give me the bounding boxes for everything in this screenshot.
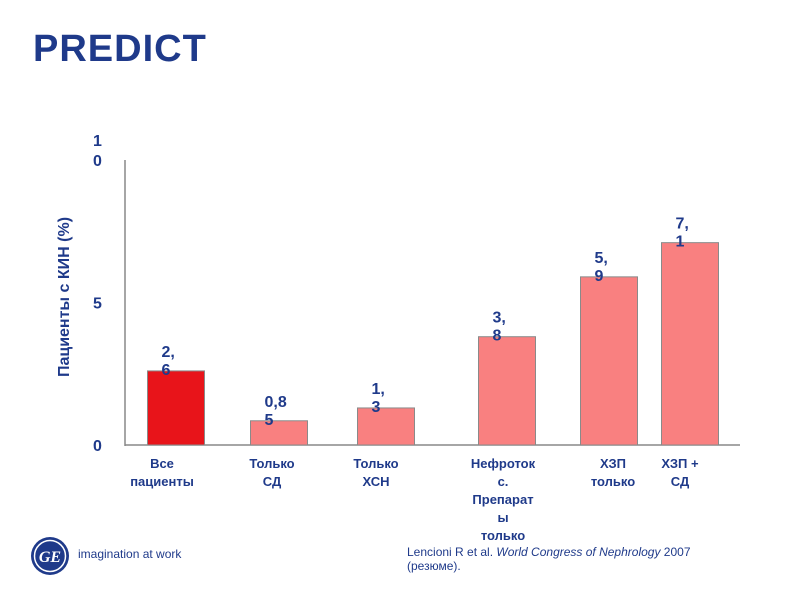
data-label: 5, 9 — [595, 250, 608, 285]
bar — [250, 420, 308, 446]
data-label: 2, 6 — [162, 344, 175, 379]
x-tick-label: ХЗП только — [591, 456, 635, 489]
slide-title: PREDICT — [33, 28, 207, 70]
citation-authors: Lencioni R et al. — [407, 545, 497, 559]
x-tick-label: Все пациенты — [130, 456, 194, 489]
data-label: 1, 3 — [372, 381, 385, 416]
citation-journal: World Congress of Nephrology — [496, 545, 661, 559]
ge-logo-icon: GE — [31, 537, 69, 575]
x-tick-label: Нефроток с. Препарат ы только — [471, 456, 536, 543]
bar — [147, 370, 205, 446]
y-tick-label: 5 — [93, 296, 102, 313]
bar — [580, 276, 638, 446]
data-label: 0,8 5 — [265, 394, 287, 429]
bar — [357, 407, 415, 446]
bar — [661, 242, 719, 446]
logo-text: GE — [39, 549, 61, 566]
y-axis-label: Пациенты с КИН (%) — [56, 217, 73, 377]
x-tick-label: Только ХСН — [353, 456, 398, 489]
x-tick-label: ХЗП + СД — [661, 456, 699, 489]
tagline: imagination at work — [78, 547, 182, 561]
y-tick-label: 0 — [93, 438, 102, 455]
data-label: 3, 8 — [493, 310, 506, 345]
bar — [478, 336, 536, 446]
x-tick-label: Только СД — [249, 456, 294, 489]
citation: Lencioni R et al. World Congress of Neph… — [407, 545, 747, 573]
citation-year: 2007 (резюме). — [407, 545, 691, 573]
data-label: 7, 1 — [676, 216, 689, 251]
